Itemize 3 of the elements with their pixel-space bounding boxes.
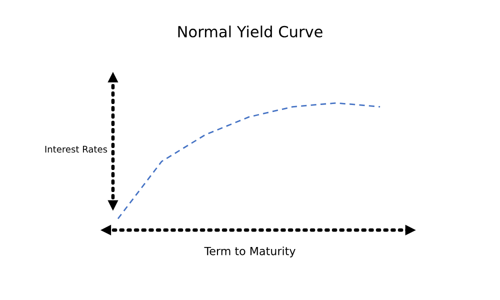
y-axis-title: Interest Rates (45, 146, 108, 153)
chart-title: Normal Yield Curve (178, 26, 322, 38)
x-axis-title: Term to Maturity (204, 246, 296, 258)
